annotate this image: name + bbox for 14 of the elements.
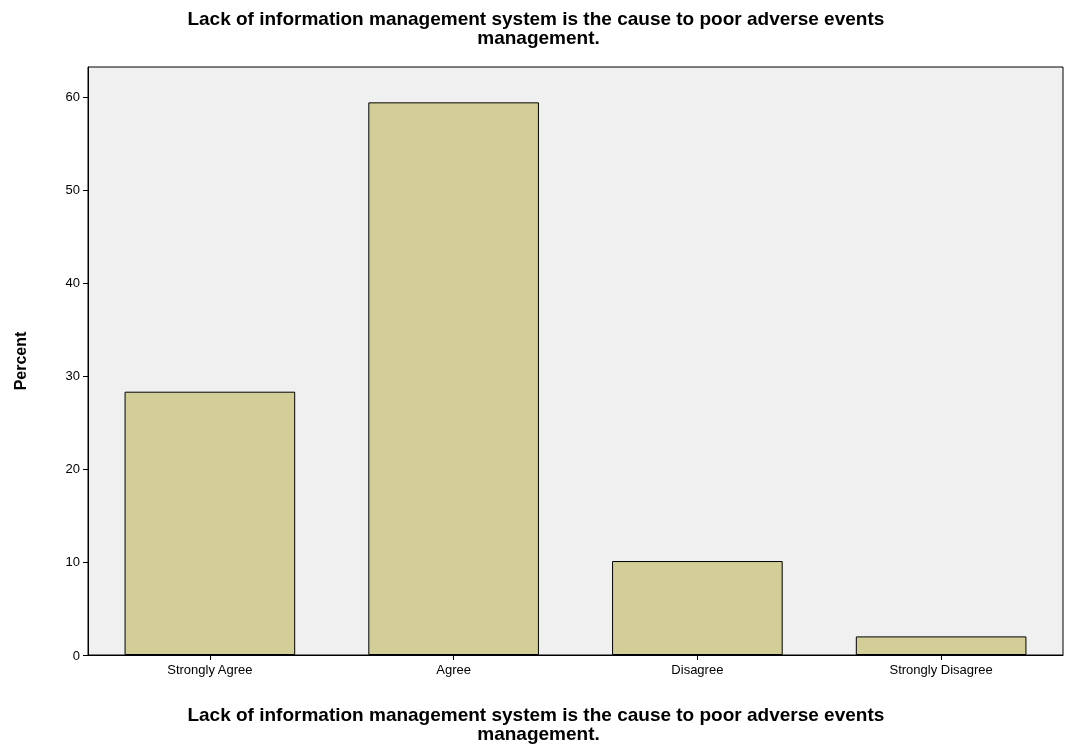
y-tick-label: 40 xyxy=(65,275,80,291)
y-axis-title: Percent xyxy=(11,330,29,391)
y-tick-label: 20 xyxy=(65,461,80,477)
x-tick-label: Disagree xyxy=(671,662,724,677)
y-tick-label: 0 xyxy=(72,647,80,663)
chart-title: Lack of information management system is the cause to poor adverse events management. xyxy=(187,8,890,48)
x-axis-title: Lack of information management system is the cause to poor adverse events management. xyxy=(187,704,890,744)
y-tick-label: 30 xyxy=(65,368,80,384)
y-tick-label: 10 xyxy=(65,554,80,570)
y-tick-label: 50 xyxy=(65,182,80,198)
y-tick-label: 60 xyxy=(65,89,80,105)
x-tick-label: Strongly Disagree xyxy=(889,662,993,677)
x-tick-label: Strongly Agree xyxy=(167,662,253,677)
x-tick-label: Agree xyxy=(436,662,471,677)
